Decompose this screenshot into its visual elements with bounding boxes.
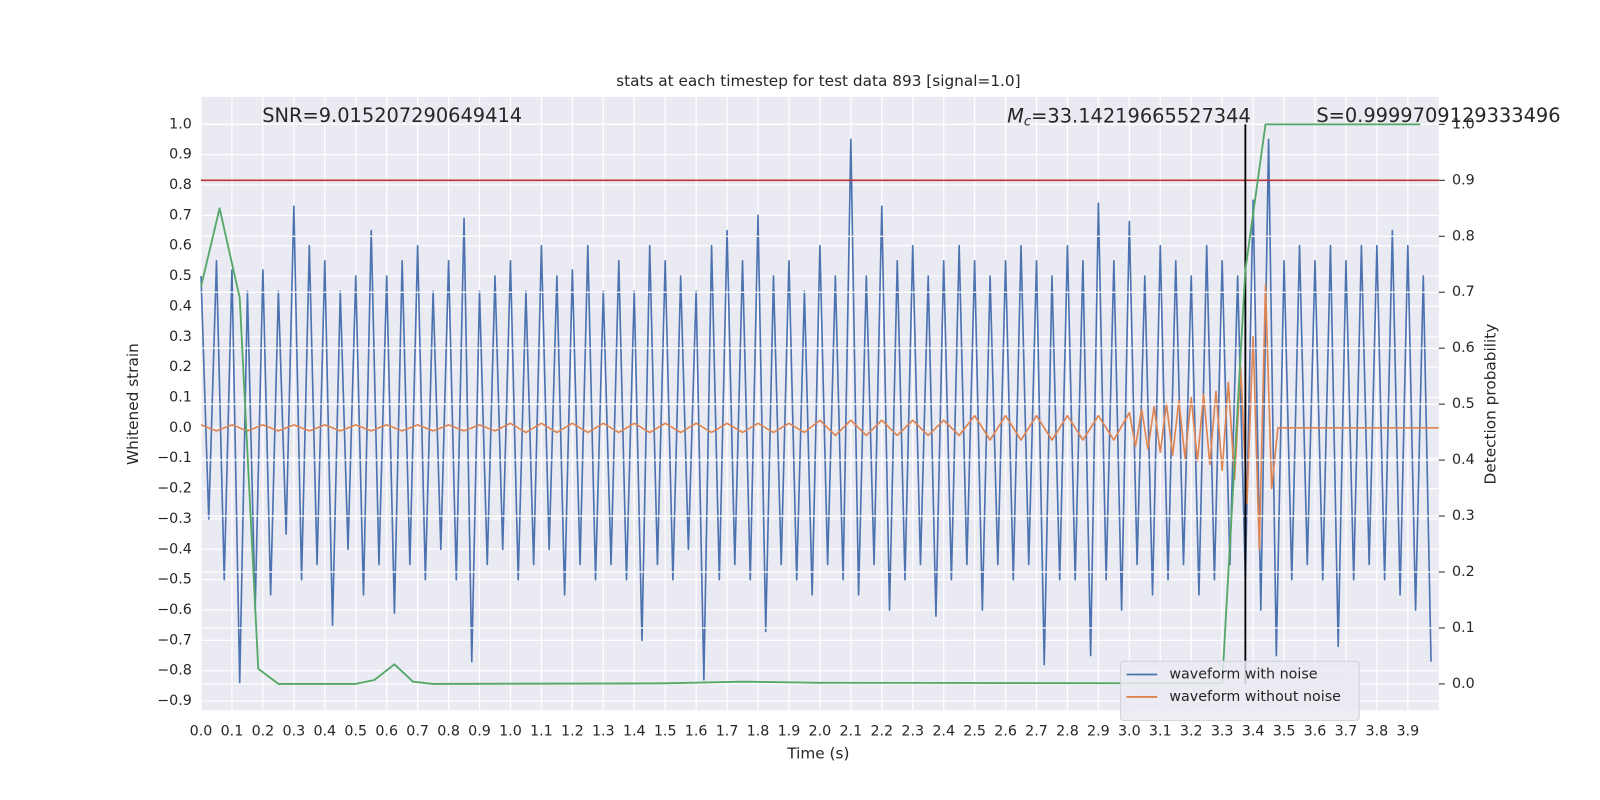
y2-axis-label: Detection probability bbox=[1481, 324, 1499, 485]
mc-annotation: Mc=33.14219665527344 bbox=[1007, 104, 1251, 130]
y2-tick-label: 0.9 bbox=[1452, 172, 1475, 188]
y2-tick-label: 1.0 bbox=[1452, 116, 1475, 132]
y-tick-label: 0.9 bbox=[169, 147, 192, 163]
x-tick-label: 2.7 bbox=[1025, 724, 1048, 740]
y2-tick-label: 0.1 bbox=[1452, 620, 1475, 636]
chart-title: stats at each timestep for test data 893… bbox=[616, 72, 1021, 90]
y-tick-label: 0.0 bbox=[169, 420, 192, 436]
plot-area bbox=[200, 96, 1445, 711]
y-tick-label: 0.3 bbox=[169, 329, 192, 345]
y-tick-label: −0.6 bbox=[157, 602, 192, 618]
y2-tick-label: 0.0 bbox=[1452, 676, 1475, 692]
x-tick-label: 1.2 bbox=[561, 724, 584, 740]
y2-tick-label: 0.5 bbox=[1452, 396, 1475, 412]
snr-annotation: SNR=9.015207290649414 bbox=[262, 104, 522, 127]
x-tick-label: 3.5 bbox=[1273, 724, 1296, 740]
x-tick-label: 3.1 bbox=[1149, 724, 1172, 740]
x-tick-label: 2.4 bbox=[932, 724, 955, 740]
y-tick-label: −0.7 bbox=[157, 632, 192, 648]
x-tick-label: 0.2 bbox=[252, 724, 275, 740]
x-tick-label: 2.5 bbox=[963, 724, 986, 740]
x-tick-label: 0.9 bbox=[468, 724, 491, 740]
y-tick-label: 0.6 bbox=[169, 238, 192, 254]
x-tick-label: 0.4 bbox=[313, 724, 336, 740]
x-tick-label: 0.5 bbox=[344, 724, 367, 740]
y-tick-label: −0.4 bbox=[157, 541, 192, 557]
x-tick-label: 3.9 bbox=[1396, 724, 1419, 740]
x-tick-label: 2.6 bbox=[994, 724, 1017, 740]
legend-label: waveform with noise bbox=[1169, 666, 1317, 682]
s-annotation: S=0.9999709129333496 bbox=[1316, 104, 1560, 127]
y2-tick-label: 0.6 bbox=[1452, 340, 1475, 356]
y-tick-label: 0.1 bbox=[169, 389, 192, 405]
y-tick-label: 0.5 bbox=[169, 268, 192, 284]
x-tick-label: 1.4 bbox=[623, 724, 646, 740]
x-tick-label: 1.1 bbox=[530, 724, 553, 740]
x-tick-label: 3.0 bbox=[1118, 724, 1141, 740]
x-tick-label: 2.2 bbox=[870, 724, 893, 740]
y2-tick-label: 0.4 bbox=[1452, 452, 1475, 468]
x-tick-label: 0.0 bbox=[190, 724, 213, 740]
y-tick-label: −0.5 bbox=[157, 572, 192, 588]
x-tick-label: 0.7 bbox=[406, 724, 429, 740]
y-tick-label: −0.9 bbox=[157, 693, 192, 709]
x-tick-label: 2.3 bbox=[901, 724, 924, 740]
x-tick-label: 0.8 bbox=[437, 724, 460, 740]
x-tick-label: 1.3 bbox=[592, 724, 615, 740]
x-tick-label: 1.5 bbox=[654, 724, 677, 740]
y-tick-label: 0.2 bbox=[169, 359, 192, 375]
mc-subscript: c bbox=[1024, 114, 1032, 129]
x-tick-label: 0.6 bbox=[375, 724, 398, 740]
x-tick-label: 2.9 bbox=[1087, 724, 1110, 740]
x-tick-label: 1.6 bbox=[685, 724, 708, 740]
y-tick-label: −0.1 bbox=[157, 450, 192, 466]
probability-line bbox=[200, 123, 1421, 685]
y2-tick-label: 0.2 bbox=[1452, 564, 1475, 580]
y-tick-label: −0.2 bbox=[157, 481, 192, 497]
x-axis-label: Time (s) bbox=[786, 745, 849, 763]
x-tick-label: 1.0 bbox=[499, 724, 522, 740]
x-tick-label: 3.8 bbox=[1366, 724, 1389, 740]
mc-value: =33.14219665527344 bbox=[1031, 104, 1251, 127]
y-tick-label: −0.8 bbox=[157, 663, 192, 679]
x-tick-label: 3.3 bbox=[1211, 724, 1234, 740]
y2-tick-label: 0.7 bbox=[1452, 284, 1475, 300]
y2-tick-label: 0.3 bbox=[1452, 508, 1475, 524]
x-tick-label: 0.3 bbox=[283, 724, 306, 740]
x-tick-label: 3.7 bbox=[1335, 724, 1358, 740]
y2-tick-label: 0.8 bbox=[1452, 228, 1475, 244]
x-tick-label: 3.2 bbox=[1180, 724, 1203, 740]
legend: waveform with noise waveform without nois… bbox=[1119, 660, 1360, 721]
x-tick-label: 1.8 bbox=[747, 724, 770, 740]
y-tick-label: 0.4 bbox=[169, 298, 192, 314]
y-tick-label: 0.8 bbox=[169, 177, 192, 193]
mc-symbol: M bbox=[1007, 104, 1024, 127]
x-tick-label: 1.7 bbox=[716, 724, 739, 740]
x-tick-label: 2.0 bbox=[809, 724, 832, 740]
y-tick-label: 1.0 bbox=[169, 116, 192, 132]
x-tick-label: 2.1 bbox=[839, 724, 862, 740]
y-tick-label: −0.3 bbox=[157, 511, 192, 527]
x-tick-label: 3.4 bbox=[1242, 724, 1265, 740]
legend-label: waveform without noise bbox=[1169, 689, 1341, 705]
x-tick-label: 3.6 bbox=[1304, 724, 1327, 740]
y-axis-label: Whitened strain bbox=[124, 343, 142, 465]
y-tick-label: 0.7 bbox=[169, 207, 192, 223]
legend-box bbox=[1119, 660, 1360, 721]
x-tick-label: 2.8 bbox=[1056, 724, 1079, 740]
x-tick-label: 0.1 bbox=[221, 724, 244, 740]
series-line bbox=[200, 284, 1439, 551]
x-tick-label: 1.9 bbox=[778, 724, 801, 740]
